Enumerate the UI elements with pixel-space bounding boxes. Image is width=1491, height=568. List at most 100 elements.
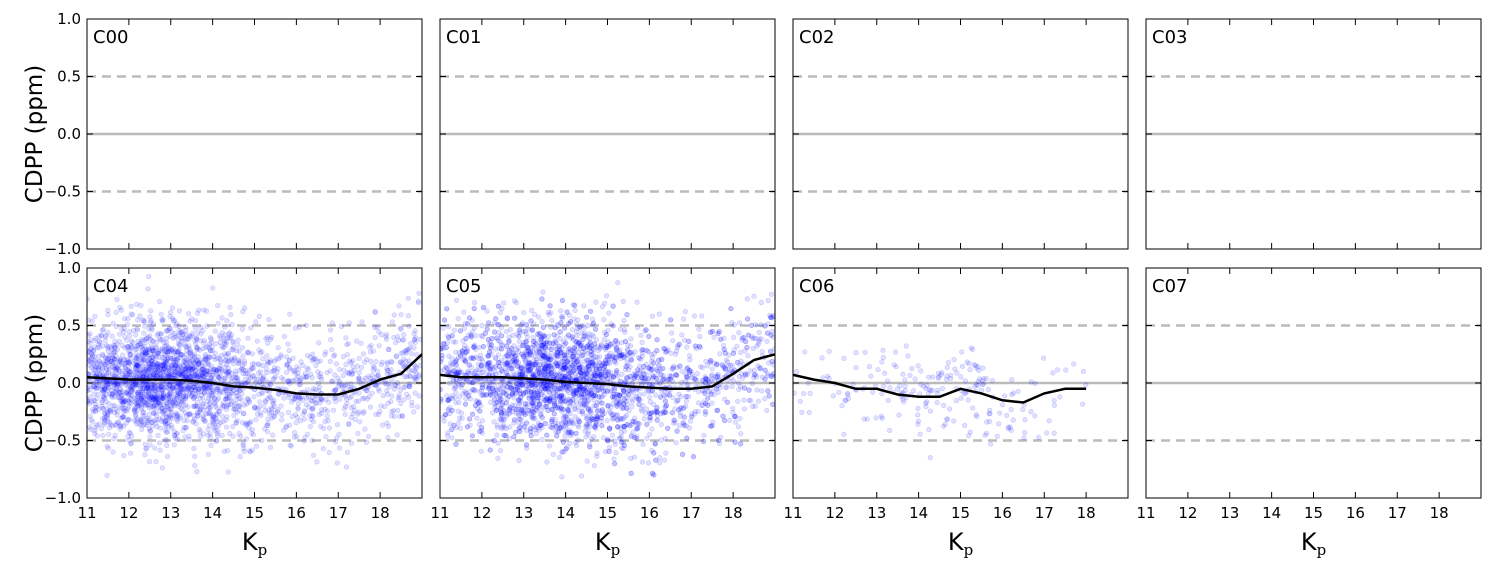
scatter-point xyxy=(191,365,197,371)
scatter-point xyxy=(169,329,175,335)
scatter-point xyxy=(235,342,241,348)
scatter-point xyxy=(224,414,230,420)
scatter-point xyxy=(704,363,710,369)
scatter-point xyxy=(133,369,139,375)
scatter-point xyxy=(259,389,265,395)
scatter-point xyxy=(170,386,176,392)
scatter-point xyxy=(166,364,172,371)
scatter-point xyxy=(303,395,310,401)
scatter-point xyxy=(113,367,119,373)
x-tick-label: 17 xyxy=(329,504,348,522)
scatter-point xyxy=(173,333,179,339)
scatter-point xyxy=(573,443,580,449)
panel-label: C03 xyxy=(1152,27,1187,48)
scatter-point xyxy=(251,361,257,367)
scatter-point xyxy=(572,307,578,314)
scatter-point xyxy=(185,411,191,417)
scatter-point xyxy=(171,350,177,356)
scatter-point xyxy=(93,404,99,410)
scatter-point xyxy=(149,385,155,391)
scatter-point xyxy=(175,380,182,387)
scatter-point xyxy=(539,319,545,325)
scatter-point xyxy=(127,384,133,390)
scatter-point xyxy=(187,412,193,418)
scatter-point xyxy=(343,464,350,470)
scatter-point xyxy=(191,445,197,452)
scatter-point xyxy=(207,405,213,411)
scatter-point xyxy=(176,327,182,334)
scatter-point xyxy=(654,380,660,386)
scatter-point xyxy=(491,329,498,335)
scatter-point xyxy=(171,395,177,401)
scatter-point xyxy=(237,403,243,409)
scatter-point xyxy=(405,313,411,319)
scatter-point xyxy=(362,375,368,381)
scatter-point xyxy=(207,341,213,347)
scatter-point xyxy=(226,358,232,364)
scatter-point xyxy=(606,310,612,316)
scatter-point xyxy=(189,352,195,359)
scatter-point xyxy=(200,366,206,372)
scatter-point xyxy=(155,364,161,370)
scatter-point xyxy=(224,362,230,368)
scatter-point xyxy=(136,401,142,407)
scatter-point xyxy=(193,373,199,379)
scatter-point xyxy=(181,363,188,369)
scatter-point xyxy=(233,371,239,377)
scatter-point xyxy=(145,360,151,367)
scatter-point xyxy=(366,433,372,440)
scatter-point xyxy=(333,439,339,445)
scatter-point xyxy=(298,359,304,365)
scatter-point xyxy=(226,368,232,374)
scatter-point xyxy=(235,337,241,343)
scatter-point xyxy=(369,372,375,378)
scatter-point xyxy=(114,365,120,371)
scatter-point xyxy=(301,374,307,380)
scatter-point xyxy=(240,309,246,315)
scatter-point xyxy=(736,320,743,326)
scatter-point xyxy=(87,332,91,338)
scatter-point xyxy=(202,385,209,391)
scatter-point xyxy=(178,352,184,358)
scatter-point xyxy=(268,410,275,416)
scatter-point xyxy=(155,400,161,406)
scatter-point xyxy=(374,324,380,330)
scatter-point xyxy=(265,416,271,422)
scatter-point xyxy=(557,329,563,335)
scatter-point xyxy=(355,411,361,417)
scatter-point xyxy=(176,337,182,343)
scatter-point xyxy=(196,307,202,313)
scatter-point xyxy=(313,400,319,407)
scatter-point xyxy=(238,433,244,439)
scatter-point xyxy=(206,410,212,416)
scatter-point xyxy=(267,411,273,417)
scatter-point xyxy=(451,327,457,333)
scatter-point xyxy=(144,393,150,400)
scatter-point xyxy=(147,336,153,342)
scatter-point xyxy=(257,378,263,385)
scatter-point xyxy=(187,359,193,365)
scatter-point xyxy=(102,362,108,368)
scatter-point xyxy=(141,357,147,363)
scatter-point xyxy=(340,372,346,379)
scatter-point xyxy=(161,362,167,369)
scatter-point xyxy=(373,411,379,417)
scatter-point xyxy=(193,391,199,397)
scatter-point xyxy=(94,422,100,428)
scatter-point xyxy=(118,394,124,400)
scatter-point xyxy=(146,411,152,418)
scatter-point xyxy=(115,365,121,371)
scatter-point xyxy=(148,308,154,314)
scatter-point xyxy=(413,364,419,370)
scatter-point xyxy=(107,358,113,364)
scatter-point xyxy=(125,434,131,440)
scatter-point xyxy=(223,406,230,412)
scatter-point xyxy=(274,409,281,415)
scatter-point xyxy=(132,405,139,411)
scatter-point xyxy=(663,450,669,456)
scatter-point xyxy=(261,403,267,409)
scatter-point xyxy=(557,336,563,342)
scatter-point xyxy=(356,390,362,396)
scatter-point xyxy=(271,358,278,364)
panel-label: C02 xyxy=(799,27,834,48)
